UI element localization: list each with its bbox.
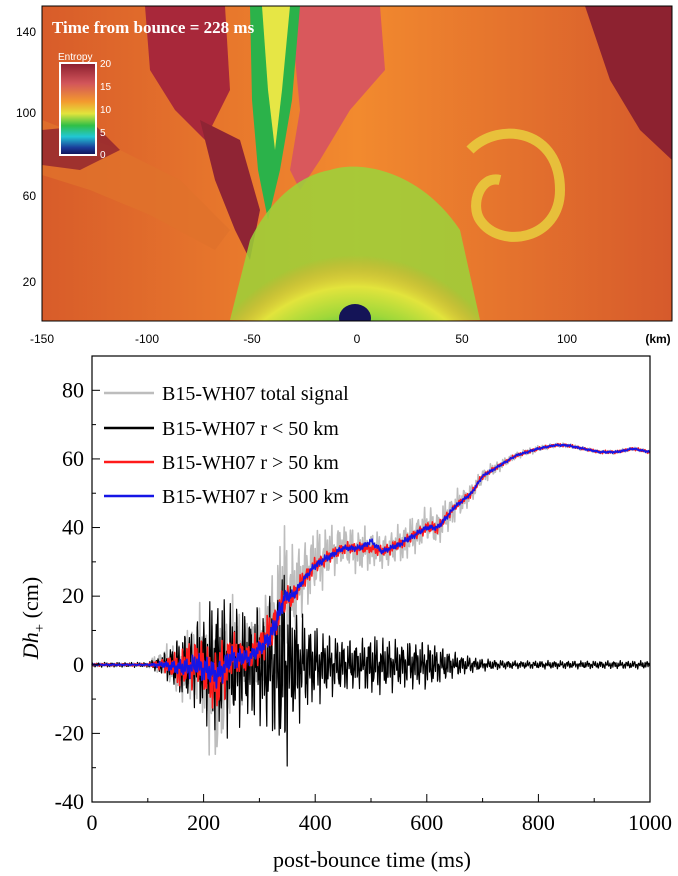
series-line-far xyxy=(91,443,651,689)
x-tick-label: 200 xyxy=(187,810,220,835)
colorbar-tick: 15 xyxy=(100,82,112,93)
y-axis-label-unit: (cm) xyxy=(18,577,43,624)
entropy-map-panel: Time from bounce = 228 ms Entropy 20 15 … xyxy=(16,5,673,346)
legend-label-inner: B15-WH07 r < 50 km xyxy=(162,418,339,440)
x-tick-label: 800 xyxy=(522,810,555,835)
legend-label-far: B15-WH07 r > 500 km xyxy=(162,486,349,508)
y-tick-label: -40 xyxy=(55,789,84,814)
plot-area xyxy=(91,442,651,767)
map-xtick: 100 xyxy=(557,332,577,346)
colorbar-tick: 20 xyxy=(100,59,112,70)
legend-label-outer: B15-WH07 r > 50 km xyxy=(162,452,339,474)
legend-label-total: B15-WH07 total signal xyxy=(162,383,349,405)
map-ytick: 140 xyxy=(16,25,36,39)
map-x-axis: -150 -100 -50 0 50 100 (km) xyxy=(30,332,671,346)
x-tick-label: 600 xyxy=(410,810,443,835)
map-y-axis: 140 100 60 20 xyxy=(16,25,36,289)
map-ytick: 20 xyxy=(23,275,37,289)
colorbar-tick: 5 xyxy=(100,128,106,139)
plot-frame xyxy=(91,355,651,803)
y-tick-label: -20 xyxy=(55,720,84,745)
y-axis-label: Dh+ (cm) xyxy=(18,577,48,660)
colorbar: Entropy 20 15 10 5 0 xyxy=(58,52,112,161)
x-tick-label: 1000 xyxy=(628,810,672,835)
map-ytick: 100 xyxy=(16,106,36,120)
y-tick-label: 20 xyxy=(62,583,84,608)
chart-axes: 0 200 400 600 800 1000 -40 -20 0 20 40 60 80 xyxy=(55,355,672,835)
map-xtick: 50 xyxy=(455,332,469,346)
y-axis-label-sub: + xyxy=(32,624,48,632)
map-xtick: -50 xyxy=(243,332,261,346)
x-axis-label: post-bounce time (ms) xyxy=(273,847,471,872)
series-line-total xyxy=(91,442,651,756)
map-x-unit: (km) xyxy=(645,332,670,346)
y-tick-label: 80 xyxy=(62,377,84,402)
series-line-inner xyxy=(91,574,651,767)
map-xtick: 0 xyxy=(354,332,361,346)
colorbar-ticks: 20 15 10 5 0 xyxy=(100,59,112,161)
y-tick-label: 60 xyxy=(62,446,84,471)
entropy-field xyxy=(42,6,672,321)
map-xtick: -150 xyxy=(30,332,54,346)
colorbar-tick: 10 xyxy=(100,105,112,116)
map-ytick: 60 xyxy=(23,189,37,203)
map-xtick: -100 xyxy=(135,332,159,346)
y-tick-label: 40 xyxy=(62,515,84,540)
x-tick-label: 0 xyxy=(87,810,98,835)
series-line-outer xyxy=(91,442,651,709)
y-axis-label-main: Dh xyxy=(18,632,43,660)
y-tick-label: 0 xyxy=(73,652,84,677)
colorbar-title: Entropy xyxy=(58,52,92,63)
legend: B15-WH07 total signal B15-WH07 r < 50 km… xyxy=(104,383,349,508)
x-tick-label: 400 xyxy=(299,810,332,835)
time-annotation: Time from bounce = 228 ms xyxy=(52,18,255,37)
colorbar-tick: 0 xyxy=(100,150,106,161)
